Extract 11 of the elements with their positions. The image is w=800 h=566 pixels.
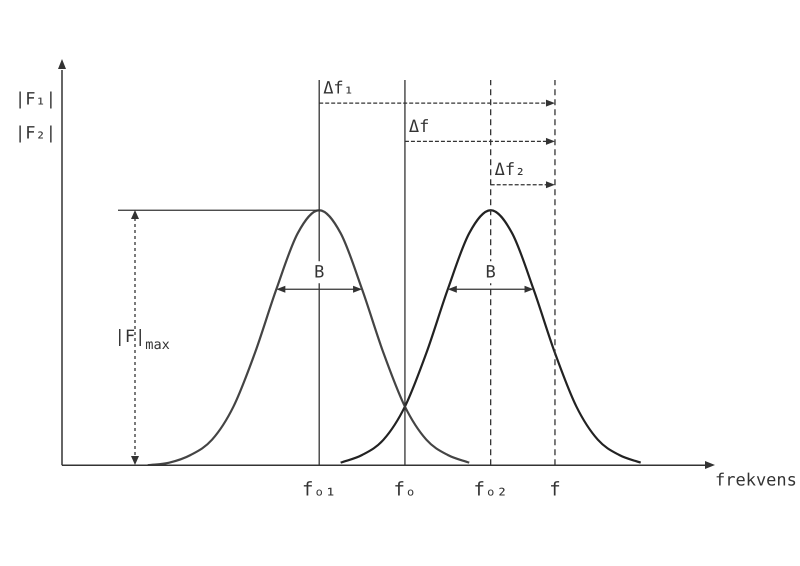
x-tick-label: fₒ₂ [474, 478, 508, 501]
y-axis-title: |F₁| |F₂| [15, 89, 56, 144]
x-tick-label: fₒ₁ [302, 478, 336, 501]
annotation: Δf [408, 116, 430, 137]
annotation: Δf₁ [323, 78, 354, 99]
x-axis-title: frekvens [715, 470, 797, 491]
annotation: B [486, 262, 496, 283]
annotation: Δf₂ [494, 160, 526, 180]
x-tick-label: fₒ [393, 478, 416, 501]
x-tick-label: f [549, 478, 561, 501]
annotation: B [314, 262, 324, 283]
